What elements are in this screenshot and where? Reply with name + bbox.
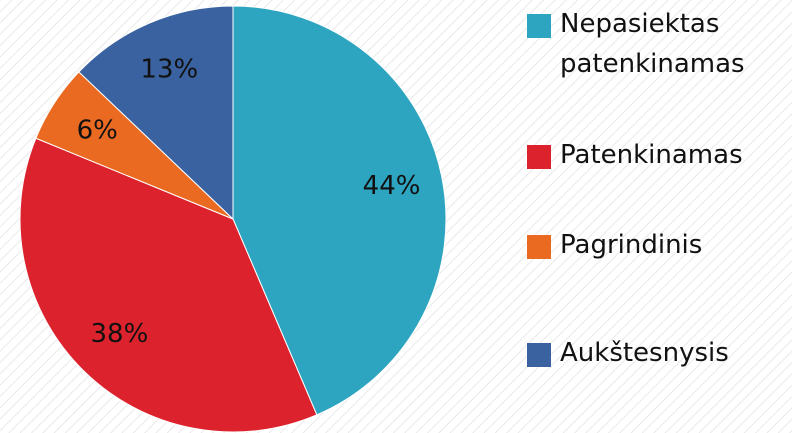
legend-label: Pagrindinis (560, 230, 703, 260)
legend-item: Nepasiektas patenkinamas (527, 4, 790, 84)
legend-swatch (527, 145, 551, 169)
legend-swatch (527, 343, 551, 367)
legend-item: Pagrindinis (527, 225, 790, 265)
legend-label: Nepasiektas patenkinamas (560, 9, 745, 79)
pie-slice (78, 5, 234, 221)
data-label: 6% (77, 115, 118, 145)
legend-label: Patenkinamas (560, 140, 743, 170)
data-label: 38% (91, 319, 149, 349)
legend-swatch (527, 14, 551, 38)
data-label: 44% (363, 171, 421, 201)
pie-slice (19, 137, 318, 433)
pie-slice (232, 5, 447, 416)
data-label: 13% (140, 55, 198, 85)
legend-item: Aukštesnysis (527, 333, 790, 373)
legend-swatch (527, 235, 551, 259)
legend-label: Aukštesnysis (560, 338, 729, 368)
legend-item: Patenkinamas (527, 135, 790, 175)
